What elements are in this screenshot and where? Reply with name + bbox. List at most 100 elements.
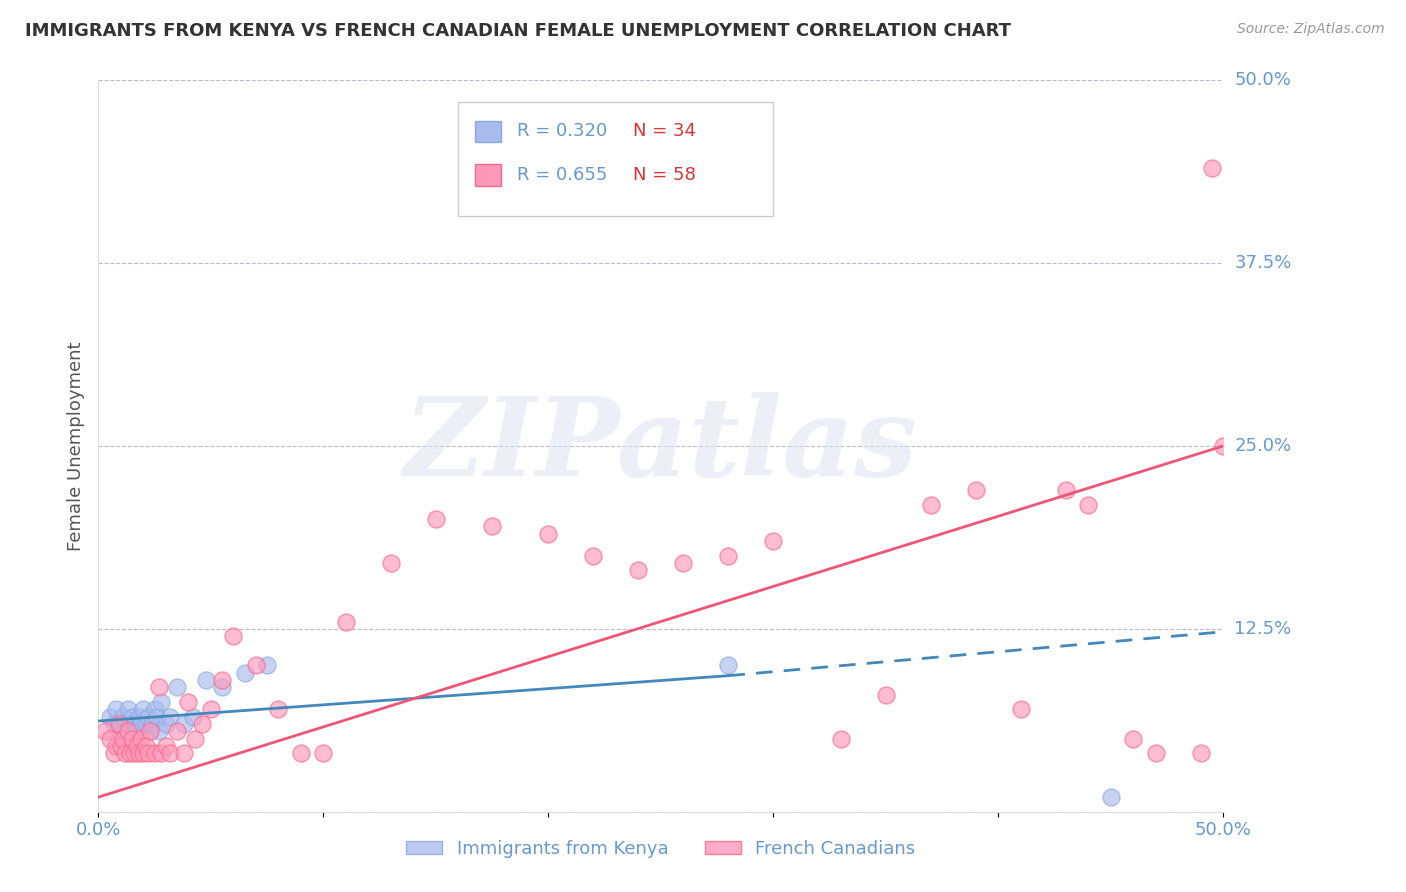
Point bbox=[128, 709, 150, 723]
Point bbox=[146, 709, 169, 723]
Point bbox=[1054, 483, 1077, 497]
Point bbox=[717, 658, 740, 673]
Point bbox=[148, 724, 170, 739]
Point bbox=[1212, 439, 1234, 453]
Point bbox=[1122, 731, 1144, 746]
Point bbox=[173, 717, 195, 731]
Point bbox=[121, 731, 143, 746]
Point bbox=[129, 731, 152, 746]
Point bbox=[1010, 702, 1032, 716]
Point bbox=[155, 739, 177, 753]
Point bbox=[159, 709, 181, 723]
Point bbox=[267, 702, 290, 716]
Point bbox=[335, 615, 357, 629]
Point bbox=[118, 717, 141, 731]
Point bbox=[107, 724, 129, 739]
Point bbox=[150, 695, 173, 709]
Point bbox=[166, 724, 188, 739]
Point bbox=[233, 665, 256, 680]
Point bbox=[103, 717, 125, 731]
Point bbox=[211, 673, 233, 687]
Point bbox=[139, 724, 162, 739]
Point bbox=[143, 702, 166, 716]
FancyBboxPatch shape bbox=[475, 164, 501, 186]
Point bbox=[124, 717, 146, 731]
Point bbox=[98, 709, 121, 723]
Point bbox=[117, 702, 139, 716]
Point bbox=[830, 731, 852, 746]
Point bbox=[98, 731, 121, 746]
Point bbox=[148, 681, 170, 695]
Point bbox=[110, 717, 132, 731]
Text: ZIPatlas: ZIPatlas bbox=[404, 392, 918, 500]
Point bbox=[181, 709, 204, 723]
Text: 12.5%: 12.5% bbox=[1234, 620, 1292, 638]
Text: IMMIGRANTS FROM KENYA VS FRENCH CANADIAN FEMALE UNEMPLOYMENT CORRELATION CHART: IMMIGRANTS FROM KENYA VS FRENCH CANADIAN… bbox=[25, 22, 1011, 40]
Point bbox=[105, 739, 128, 753]
Point bbox=[105, 702, 128, 716]
Point bbox=[114, 724, 136, 739]
Point bbox=[762, 534, 785, 549]
Point bbox=[129, 717, 152, 731]
Point bbox=[1189, 746, 1212, 760]
Point bbox=[112, 709, 135, 723]
Text: Source: ZipAtlas.com: Source: ZipAtlas.com bbox=[1237, 22, 1385, 37]
Point bbox=[425, 512, 447, 526]
Point bbox=[94, 724, 117, 739]
Point bbox=[135, 717, 157, 731]
Point bbox=[380, 556, 402, 570]
Text: N = 58: N = 58 bbox=[633, 167, 696, 185]
Point bbox=[875, 688, 897, 702]
Point bbox=[245, 658, 267, 673]
Point bbox=[159, 746, 181, 760]
Point bbox=[1144, 746, 1167, 760]
Point bbox=[920, 498, 942, 512]
Point bbox=[150, 746, 173, 760]
Point bbox=[256, 658, 278, 673]
Text: N = 34: N = 34 bbox=[633, 122, 696, 140]
Point bbox=[191, 717, 214, 731]
Text: 37.5%: 37.5% bbox=[1234, 254, 1292, 272]
Point bbox=[136, 709, 159, 723]
Text: 25.0%: 25.0% bbox=[1234, 437, 1292, 455]
Text: R = 0.655: R = 0.655 bbox=[517, 167, 607, 185]
Point bbox=[166, 681, 188, 695]
Point bbox=[481, 519, 503, 533]
Point bbox=[211, 681, 233, 695]
FancyBboxPatch shape bbox=[458, 103, 773, 216]
Point bbox=[124, 746, 146, 760]
Point bbox=[627, 563, 650, 577]
Point bbox=[132, 702, 155, 716]
Point bbox=[222, 629, 245, 643]
Point bbox=[173, 746, 195, 760]
Point bbox=[672, 556, 695, 570]
Point bbox=[107, 717, 129, 731]
Point bbox=[110, 739, 132, 753]
Point bbox=[1099, 790, 1122, 805]
Point bbox=[103, 746, 125, 760]
Point bbox=[184, 731, 207, 746]
Point bbox=[965, 483, 987, 497]
Legend: Immigrants from Kenya, French Canadians: Immigrants from Kenya, French Canadians bbox=[399, 832, 922, 865]
Point bbox=[312, 746, 335, 760]
FancyBboxPatch shape bbox=[475, 120, 501, 143]
Point bbox=[128, 746, 150, 760]
Point bbox=[132, 746, 155, 760]
Point bbox=[200, 702, 222, 716]
Point bbox=[143, 746, 166, 760]
Point bbox=[141, 717, 163, 731]
Point bbox=[125, 724, 148, 739]
Point bbox=[136, 746, 159, 760]
Point bbox=[582, 549, 605, 563]
Point bbox=[121, 709, 143, 723]
Point bbox=[177, 695, 200, 709]
Point bbox=[117, 724, 139, 739]
Text: 50.0%: 50.0% bbox=[1234, 71, 1291, 89]
Point bbox=[139, 724, 162, 739]
Point bbox=[537, 526, 560, 541]
Point bbox=[112, 731, 135, 746]
Point bbox=[125, 739, 148, 753]
Point bbox=[717, 549, 740, 563]
Point bbox=[1077, 498, 1099, 512]
Point bbox=[155, 717, 177, 731]
